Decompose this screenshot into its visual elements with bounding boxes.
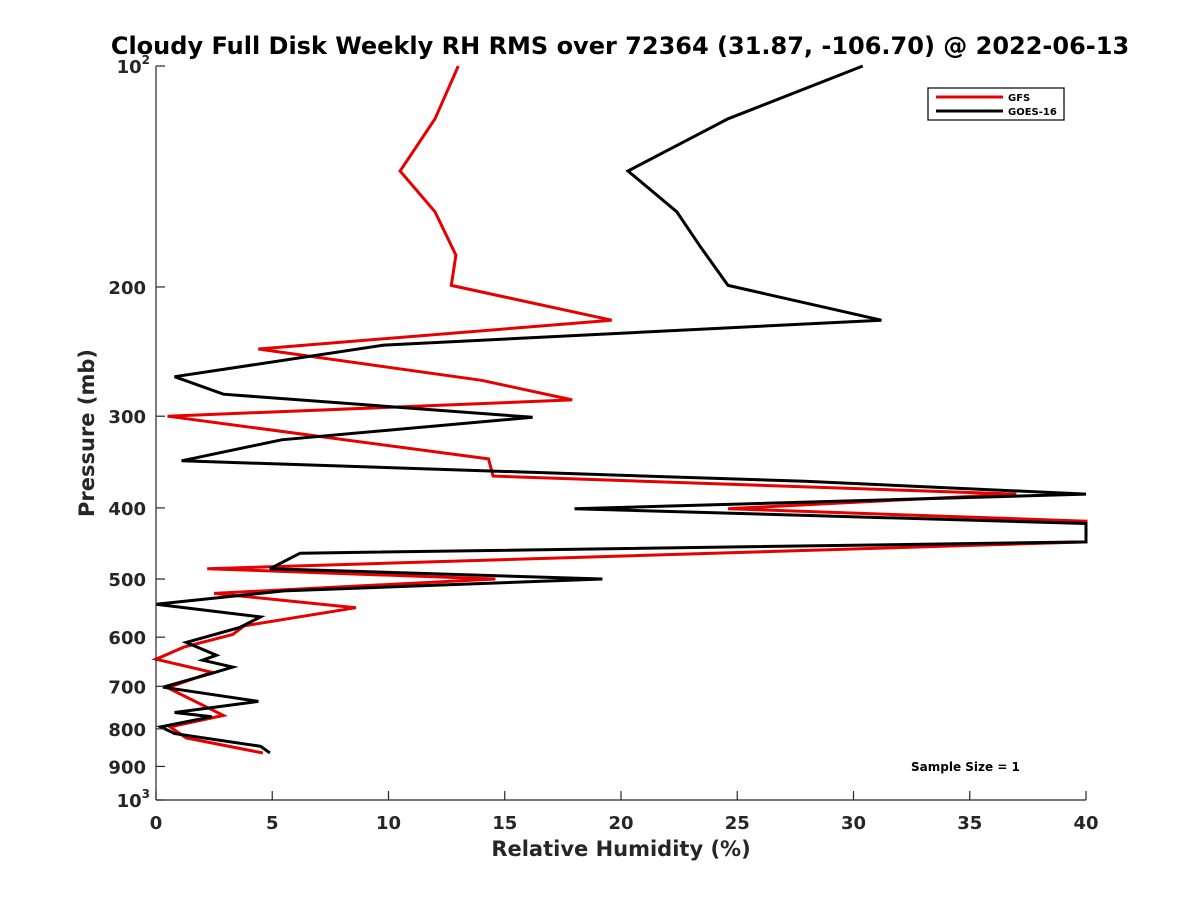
chart-title: Cloudy Full Disk Weekly RH RMS over 7236… [111,32,1129,60]
y-tick-label: 600 [108,628,146,649]
plot-area: 0 5 10 15 20 25 30 35 40 102 200 300 400 500 600 700 80… [108,53,1098,834]
x-tick-label: 20 [608,813,633,834]
x-tick-label: 25 [725,813,750,834]
y-ticks: 102 200 300 400 500 600 700 800 900 103 [108,53,165,812]
x-tick-label: 0 [150,813,163,834]
x-tick-label: 40 [1073,813,1098,834]
x-tick-label: 35 [957,813,982,834]
x-tick-label: 15 [492,813,517,834]
y-tick-label: 900 [108,757,146,778]
y-axis-label: Pressure (mb) [75,349,99,517]
legend-label-goes-16: GOES-16 [1008,107,1057,118]
legend-box [927,87,1065,121]
y-tick-label: 103 [117,787,150,812]
y-tick-label: 102 [117,53,150,78]
x-tick-label: 30 [841,813,866,834]
y-tick-label: 400 [108,499,146,520]
x-axis-label: Relative Humidity (%) [491,837,750,861]
x-tick-label: 5 [266,813,279,834]
series-group [151,64,1088,755]
y-tick-label: 700 [108,677,146,698]
legend-label-gfs: GFS [1008,93,1030,104]
y-tick-label: 500 [108,570,146,591]
y-tick-label: 800 [108,720,146,741]
x-ticks: 0 5 10 15 20 25 30 35 40 [150,791,1099,834]
legend: GFS GOES-16 [927,87,1065,121]
x-tick-label: 10 [376,813,401,834]
y-tick-label: 200 [108,278,146,299]
y-tick-label: 300 [108,407,146,428]
series-line-goes-16 [155,64,1088,755]
sample-size-annotation: Sample Size = 1 [911,760,1020,774]
